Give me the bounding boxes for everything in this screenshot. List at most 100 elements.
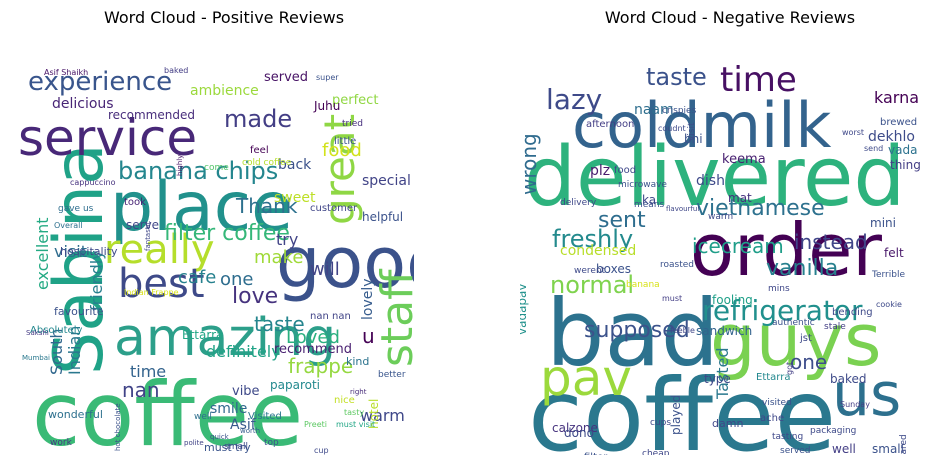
cloud-word: make bbox=[254, 247, 303, 268]
cloud-word: afternoon bbox=[586, 119, 634, 130]
cloud-word: Indian bbox=[65, 326, 84, 375]
cloud-word: lazy bbox=[546, 83, 602, 116]
cloud-word: naam bbox=[634, 102, 674, 118]
cloud-word: food bbox=[614, 165, 636, 176]
cloud-word: felt bbox=[884, 246, 904, 260]
cloud-word: bhi bbox=[684, 132, 703, 146]
cloud-word: best bbox=[118, 261, 205, 307]
cloud-word: kind bbox=[346, 355, 369, 368]
cloud-word: great bbox=[315, 114, 364, 225]
cloud-word: banana chips bbox=[118, 157, 278, 185]
cloud-word: u bbox=[362, 324, 375, 348]
cloud-word: must bbox=[662, 294, 682, 303]
cloud-word: boxes bbox=[596, 262, 631, 276]
cloud-word: refrigerator bbox=[702, 294, 863, 327]
cloud-word: tried bbox=[342, 119, 363, 129]
cloud-word: mat bbox=[728, 191, 752, 205]
cloud-word: Ettarra bbox=[756, 372, 790, 383]
cloud-word: cappuccino bbox=[70, 178, 116, 187]
cloud-word: lovely bbox=[360, 278, 376, 320]
cloud-word: wrong bbox=[520, 133, 541, 195]
cloud-word: supposed bbox=[584, 318, 690, 343]
cloud-word: hot chocolate bbox=[114, 403, 122, 451]
cloud-word: fooling bbox=[712, 293, 753, 307]
cloud-word: Sabina bbox=[40, 143, 119, 375]
cloud-word: Sunday bbox=[840, 400, 870, 409]
cloud-word: well bbox=[194, 412, 212, 422]
cloud-word: dono bbox=[564, 426, 594, 440]
cloud-word: cups bbox=[650, 418, 671, 428]
cloud-word: one bbox=[790, 350, 827, 374]
cloud-word: coffee bbox=[32, 363, 303, 455]
cloud-word: taste bbox=[254, 312, 305, 336]
cloud-word: mins bbox=[768, 284, 790, 294]
cloud-word: South bbox=[47, 329, 66, 376]
cloud-word: Sakshi bbox=[26, 329, 49, 337]
cloud-word: coffee bbox=[528, 357, 836, 455]
positive-word-cloud: coffeeSabinaserviceplacegoodamazing staff… bbox=[18, 66, 414, 455]
cloud-word: baked bbox=[164, 66, 188, 75]
cloud-word: delivery bbox=[560, 198, 597, 208]
cloud-word: definitely bbox=[206, 342, 281, 361]
cloud-word: service bbox=[18, 109, 197, 167]
cloud-word: vanilla bbox=[766, 256, 838, 281]
cloud-word: stale bbox=[824, 322, 846, 332]
cloud-word: back bbox=[278, 157, 312, 173]
cloud-word: jst bbox=[799, 333, 812, 344]
cloud-word: Tasted bbox=[713, 347, 732, 400]
cloud-word: coudnt bbox=[658, 124, 686, 133]
cloud-word: staff bbox=[372, 268, 414, 367]
cloud-word: authentic bbox=[772, 318, 815, 328]
cloud-word: gave us bbox=[58, 204, 94, 214]
cloud-word: well bbox=[832, 442, 856, 455]
cloud-word: special bbox=[362, 173, 411, 189]
cloud-word: took bbox=[124, 197, 146, 208]
cloud-word: ambience bbox=[190, 83, 259, 99]
cloud-word: pav bbox=[540, 349, 632, 407]
cloud-word: Asif bbox=[230, 417, 257, 433]
cloud-word: super bbox=[316, 73, 339, 82]
cloud-word: Juhu bbox=[313, 99, 340, 113]
cloud-word: baked bbox=[830, 372, 867, 386]
cloud-word: bad bbox=[546, 280, 719, 387]
cloud-word: plz bbox=[590, 163, 610, 179]
cloud-word: small bbox=[224, 442, 248, 452]
cloud-word: freshly bbox=[552, 225, 633, 253]
cloud-word: ache bbox=[760, 413, 784, 424]
cloud-word: icecream bbox=[692, 234, 784, 258]
cloud-word: means bbox=[634, 200, 665, 210]
cloud-word: love bbox=[232, 284, 278, 309]
cloud-word: quick bbox=[210, 433, 230, 441]
cloud-word: cold coffee bbox=[242, 158, 292, 168]
cloud-word: order bbox=[690, 208, 882, 292]
cloud-word: amazing bbox=[114, 308, 336, 368]
cloud-word: serve bbox=[126, 218, 159, 232]
cloud-word: helpful bbox=[362, 210, 403, 224]
cloud-word: filter bbox=[584, 452, 608, 455]
cloud-word: prepared bbox=[899, 434, 909, 455]
cloud-word: warm bbox=[360, 406, 405, 425]
cloud-word: guys bbox=[710, 298, 881, 382]
cloud-word: really bbox=[104, 227, 215, 273]
cloud-word: made bbox=[224, 105, 292, 133]
cloud-word: karna bbox=[874, 88, 919, 107]
cloud-word: come bbox=[204, 163, 229, 173]
cloud-word: friendly bbox=[87, 250, 106, 311]
cloud-word: Asif Shaikh bbox=[44, 68, 88, 77]
cloud-word: hospitality bbox=[60, 245, 118, 258]
cloud-word: Preeti bbox=[304, 420, 327, 429]
cloud-word: perfect bbox=[332, 93, 378, 108]
positive-cloud-title: Word Cloud - Positive Reviews bbox=[103, 8, 345, 27]
cloud-word: customer bbox=[310, 203, 358, 214]
cloud-word: packaging bbox=[810, 426, 856, 436]
cloud-word: paparoti bbox=[270, 378, 320, 392]
cloud-word: feeble bbox=[670, 326, 695, 335]
cloud-word: crispies bbox=[662, 106, 697, 116]
cloud-word: dish bbox=[696, 173, 725, 189]
cloud-word: send bbox=[864, 144, 883, 153]
cloud-word: right bbox=[350, 388, 367, 396]
cloud-word: delicious bbox=[52, 96, 114, 112]
cloud-word: filter coffee bbox=[164, 221, 290, 246]
cloud-word: us bbox=[832, 360, 901, 430]
cloud-word: worst bbox=[842, 128, 864, 137]
